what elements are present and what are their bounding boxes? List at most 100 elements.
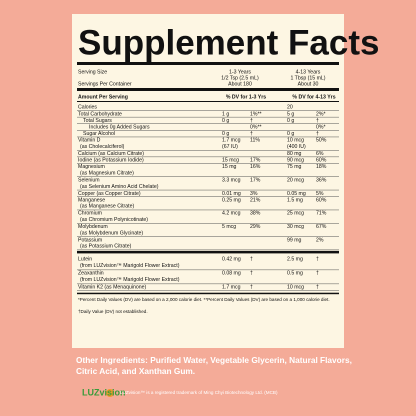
rule: [77, 250, 339, 254]
daily-value: 60%: [316, 158, 327, 164]
footnote: *Percent Daily Values (DV) are based on …: [78, 297, 330, 302]
daily-value: †: [316, 271, 319, 277]
nutrient-name: Zeaxanthin: [78, 271, 104, 277]
nutrient-name: Includes 0g Added Sugars: [89, 124, 150, 130]
amount: 2.5 mg: [287, 257, 303, 263]
nutrient-source: (from LUZvision™ Marigold Flower Extract…: [80, 263, 180, 269]
nutrient-source: (as Selenium Amino Acid Chelate): [80, 184, 159, 190]
nutrient-name: Chromium: [78, 211, 102, 217]
daily-value: 11%: [250, 138, 260, 144]
nutrient-source: (as Cholecalciferol): [80, 144, 125, 150]
amount: 4.2 mcg: [222, 211, 241, 217]
rule: [77, 101, 339, 102]
column-age: 1-3 Years: [229, 69, 251, 75]
amount: 10 mcg: [287, 138, 304, 144]
daily-value: 60%: [316, 197, 327, 203]
row-divider: [77, 150, 339, 151]
row-divider: [77, 136, 339, 138]
daily-value: 17%: [250, 177, 261, 183]
daily-value: †: [250, 118, 253, 124]
row-divider: [77, 283, 339, 285]
nutrient-name: Calcium (as Calcium Citrate): [78, 151, 144, 157]
amount: 15 mg: [222, 164, 237, 170]
daily-value: 67%: [316, 224, 327, 230]
amount: 90 mcg: [287, 158, 304, 164]
serving-size: 1/2 Tsp (2.5 mL): [221, 75, 259, 81]
row-divider: [77, 163, 339, 164]
amount: 0.08 mg: [222, 271, 241, 277]
nutrient-name: Selenium: [78, 177, 100, 183]
amount: 0.05 mg: [287, 191, 306, 197]
daily-value: †: [250, 271, 253, 277]
row-divider: [77, 196, 339, 197]
amount: 1.7 mcg: [222, 138, 241, 144]
amount: 0.01 mg: [222, 191, 241, 197]
amount: 25 mcg: [287, 211, 304, 217]
amount-note: (67 IU): [222, 144, 238, 150]
trademark: LUZvision™ is a registered trademark of …: [120, 390, 278, 395]
daily-value: 0%*: [316, 124, 326, 130]
daily-value: 36%: [316, 177, 327, 183]
amount: 20: [287, 105, 293, 111]
amount: 0 g: [287, 131, 294, 137]
daily-value: 2%*: [316, 111, 326, 117]
amount: 15 mcg: [222, 158, 239, 164]
amount: 0.42 mg: [222, 257, 241, 263]
nutrient-name: Vitamin D: [78, 138, 101, 144]
daily-value: †: [316, 257, 319, 263]
amount: 0.5 mg: [287, 271, 303, 277]
row-divider: [77, 269, 339, 271]
daily-value: †: [250, 131, 253, 137]
daily-value: †: [316, 118, 319, 124]
nutrient-name: Molybdenum: [78, 224, 108, 230]
daily-value: 50%: [316, 138, 327, 144]
servings-label: Servings Per Container: [78, 81, 132, 87]
amount: 10 mcg: [287, 285, 304, 291]
daily-value: 16%: [250, 164, 261, 170]
amount: 99 mg: [287, 237, 302, 243]
amount: 0.25 mg: [222, 197, 241, 203]
nutrient-source: (as Molybdenum Glycinate): [80, 230, 143, 236]
daily-value: 17%: [250, 158, 261, 164]
rule: [77, 292, 339, 295]
nutrient-source: (as Potassium Citrate): [80, 244, 132, 250]
nutrient-name: Vitamin K2 (as Menaquinone): [78, 285, 147, 291]
nutrient-name: Sugar Alcohol: [83, 131, 115, 137]
daily-value: 29%: [250, 224, 261, 230]
servings: About 30: [298, 81, 319, 87]
column-age: 4-13 Years: [296, 69, 321, 75]
nutrient-name: Potassium: [78, 237, 102, 243]
footnote: †Daily Value (DV) not established.: [78, 309, 148, 314]
amount: 0 g: [287, 118, 294, 124]
logo-eye: [106, 389, 114, 397]
nutrient-name: Total Carbohydrate: [78, 111, 122, 117]
row-divider: [77, 110, 339, 111]
row-divider: [77, 209, 339, 211]
row-divider: [77, 236, 339, 237]
amount: 1.7 mcg: [222, 285, 241, 291]
dv-header: % DV for 4-13 Yrs: [292, 94, 335, 100]
servings: About 180: [228, 81, 252, 87]
daily-value: 71%: [316, 211, 327, 217]
label-title: Supplement Facts: [78, 23, 379, 62]
daily-value: 38%: [250, 211, 261, 217]
amount-header: Amount Per Serving: [78, 94, 128, 100]
row-divider: [77, 156, 339, 158]
daily-value: †: [316, 131, 319, 137]
row-divider: [77, 290, 339, 291]
daily-value: 6%: [316, 151, 324, 157]
daily-value: 18%: [316, 164, 327, 170]
row-divider: [77, 123, 339, 124]
amount: 5 mcg: [222, 224, 236, 230]
amount: 1 g: [222, 111, 229, 117]
nutrient-name: Manganese: [78, 197, 105, 203]
daily-value: †: [250, 285, 253, 291]
nutrient-name: Lutein: [78, 257, 92, 263]
amount: 30 mcg: [287, 224, 304, 230]
amount: 0 g: [222, 131, 229, 137]
amount-note: (400 IU): [287, 144, 306, 150]
other-ingredients: Other Ingredients: Purified Water, Veget…: [76, 355, 352, 365]
row-divider: [77, 223, 339, 224]
label-panel: [72, 14, 344, 348]
